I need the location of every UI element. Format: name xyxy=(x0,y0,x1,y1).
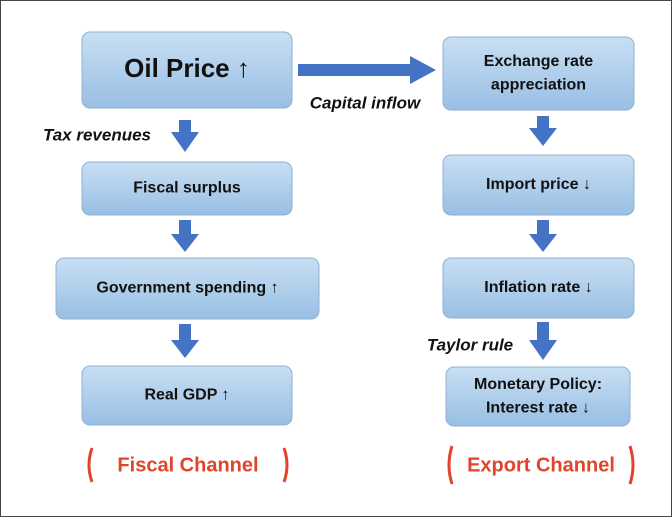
node-label: Import price ↓ xyxy=(486,176,591,193)
arrow-down xyxy=(171,324,199,358)
node-label: appreciation xyxy=(491,76,586,93)
arrows xyxy=(171,56,557,360)
node-box xyxy=(442,154,635,216)
channel-label: Export Channel xyxy=(467,454,615,476)
node-box xyxy=(81,365,293,426)
node-box xyxy=(81,161,293,216)
node-box xyxy=(445,366,631,427)
bracket xyxy=(282,447,289,483)
node-label: Exchange rate xyxy=(484,53,593,70)
node-label: Fiscal surplus xyxy=(133,180,241,197)
node-label: Government spending ↑ xyxy=(96,280,278,297)
arrow-down xyxy=(171,220,199,252)
arrow-down xyxy=(529,322,557,360)
bracket xyxy=(628,445,635,485)
bracket xyxy=(447,445,454,485)
arrow-down xyxy=(171,120,199,152)
channel-label: Fiscal Channel xyxy=(117,454,258,476)
node-label: Monetary Policy: xyxy=(474,376,602,393)
node-label: Interest rate ↓ xyxy=(486,399,590,416)
edge-label: Capital inflow xyxy=(310,93,422,112)
node-label: Inflation rate ↓ xyxy=(484,279,592,296)
node-box xyxy=(55,257,320,320)
brackets xyxy=(87,445,635,485)
node-box xyxy=(442,36,635,111)
arrow-right xyxy=(298,56,436,84)
arrow-down xyxy=(529,116,557,146)
node-label: Oil Price ↑ xyxy=(124,53,250,83)
bracket xyxy=(87,447,94,483)
edge-label: Tax revenues xyxy=(43,125,151,144)
arrow-down xyxy=(529,220,557,252)
node-label: Real GDP ↑ xyxy=(144,387,229,404)
edge-label: Taylor rule xyxy=(427,335,513,354)
node-box xyxy=(81,31,293,109)
node-box xyxy=(442,257,635,319)
